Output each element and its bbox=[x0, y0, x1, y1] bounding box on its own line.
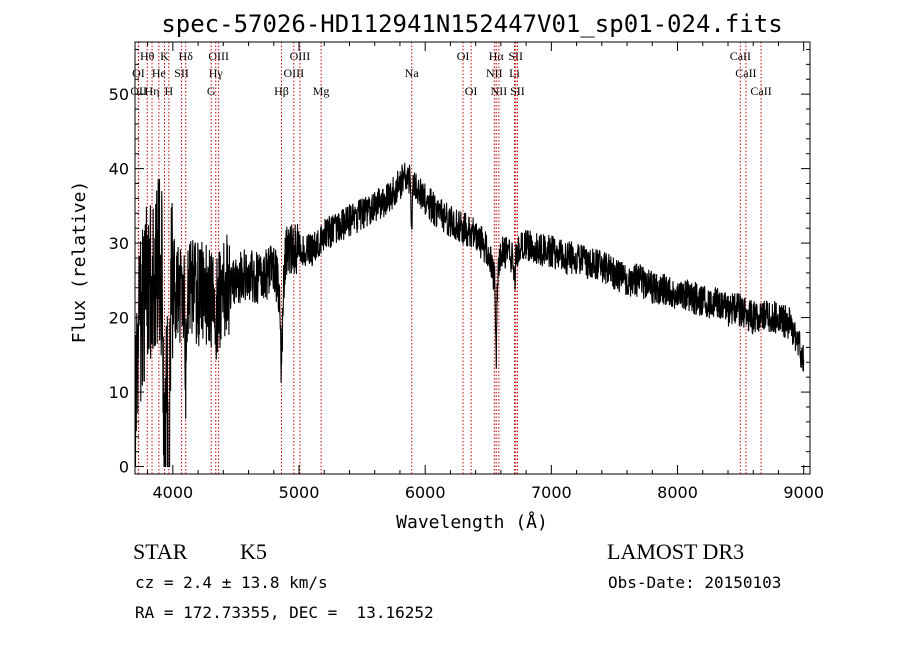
marker-label-25: NII bbox=[491, 84, 508, 98]
marker-label-6: Hα bbox=[489, 49, 505, 63]
y-tick-label-3: 30 bbox=[109, 234, 129, 253]
marker-label-20: H bbox=[164, 84, 173, 98]
marker-label-27: CaII bbox=[750, 84, 771, 98]
coordinates-text: RA = 172.73355, DEC = 13.16252 bbox=[135, 603, 434, 622]
marker-label-22: Hβ bbox=[274, 84, 289, 98]
marker-label-23: Mg bbox=[313, 84, 330, 98]
marker-label-19: Hη bbox=[145, 84, 160, 98]
y-tick-label-4: 40 bbox=[109, 160, 129, 179]
marker-label-3: OIII bbox=[208, 49, 229, 63]
x-tick-label-2: 6000 bbox=[405, 483, 446, 502]
x-tick-label-5: 9000 bbox=[783, 483, 824, 502]
class-label: STAR bbox=[133, 539, 188, 564]
obs-date-text: Obs-Date: 20150103 bbox=[608, 573, 782, 592]
marker-label-14: Na bbox=[405, 66, 420, 80]
spectrum-line bbox=[134, 162, 805, 468]
survey-label: LAMOST DR3 bbox=[607, 539, 745, 564]
x-tick-label-3: 7000 bbox=[531, 483, 572, 502]
marker-label-16: Li bbox=[509, 66, 520, 80]
redshift-text: cz = 2.4 ± 13.8 km/s bbox=[135, 573, 328, 592]
marker-label-13: OIII bbox=[284, 66, 305, 80]
y-tick-label-1: 10 bbox=[109, 383, 129, 402]
marker-label-10: He bbox=[152, 66, 166, 80]
chart-title: spec-57026-HD112941N152447V01_sp01-024.f… bbox=[161, 10, 782, 38]
marker-label-4: OIII bbox=[290, 49, 311, 63]
spectrum-layer bbox=[134, 162, 805, 468]
y-tick-label-5: 50 bbox=[109, 85, 129, 104]
x-axis-label: Wavelength (Å) bbox=[396, 511, 548, 533]
marker-label-17: CaII bbox=[735, 66, 756, 80]
subclass-label: K5 bbox=[240, 539, 267, 564]
marker-label-26: SII bbox=[510, 84, 525, 98]
marker-label-12: Hγ bbox=[209, 66, 224, 80]
marker-label-21: G bbox=[207, 84, 216, 98]
marker-label-24: OI bbox=[465, 84, 478, 98]
y-tick-label-2: 20 bbox=[109, 309, 129, 328]
marker-label-0: Hθ bbox=[140, 49, 155, 63]
marker-label-1: K bbox=[160, 49, 169, 63]
y-axis-label: Flux (relative) bbox=[69, 181, 90, 344]
marker-label-2: Hδ bbox=[179, 49, 194, 63]
marker-label-8: CaII bbox=[730, 49, 751, 63]
marker-label-5: OI bbox=[457, 49, 470, 63]
axis-layer: 4000 5000 6000 7000 8000 9000 0 10 20 30 40 50 bbox=[109, 41, 824, 502]
plot-frame bbox=[134, 41, 811, 475]
y-tick-label-0: 0 bbox=[119, 458, 129, 477]
x-tick-label-0: 4000 bbox=[152, 483, 193, 502]
x-tick-label-1: 5000 bbox=[279, 483, 320, 502]
marker-label-7: SII bbox=[508, 49, 523, 63]
marker-label-15: NII bbox=[486, 66, 503, 80]
x-tick-label-4: 8000 bbox=[657, 483, 698, 502]
marker-label-11: SII bbox=[174, 66, 189, 80]
